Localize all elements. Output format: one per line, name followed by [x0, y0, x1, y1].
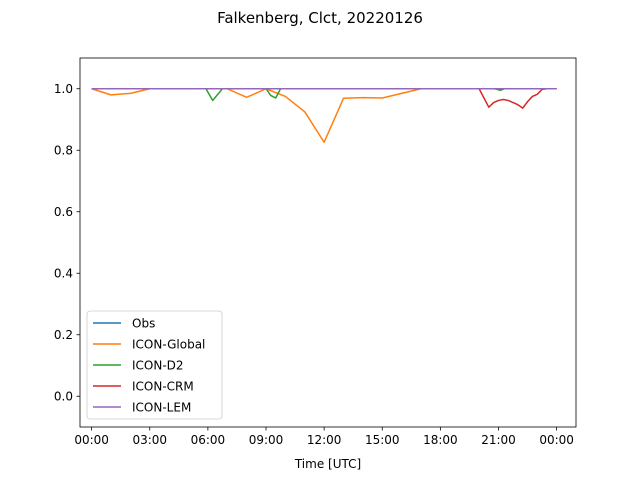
x-tick-label: 06:00	[191, 433, 226, 447]
y-tick-label: 0.8	[54, 144, 73, 158]
legend-label: ICON-LEM	[132, 401, 191, 415]
x-tick-label: 15:00	[365, 433, 400, 447]
series-line-2	[91, 88, 557, 102]
y-tick-label: 0.6	[54, 205, 73, 219]
axes: 00:00 03:00 06:00 09:00 12:00 15:00 18:00 21:00…	[54, 57, 577, 447]
y-tick-label: 0.2	[54, 328, 73, 342]
chart-title: Falkenberg, Clct, 20220126	[217, 9, 423, 27]
x-tick-label: 00:00	[539, 433, 574, 447]
x-tick-label: 12:00	[307, 433, 342, 447]
plot-area	[91, 88, 557, 144]
legend-label: ICON-D2	[132, 359, 184, 373]
x-tick-label: 21:00	[481, 433, 516, 447]
x-axis-label: Time [UTC]	[294, 457, 361, 471]
legend: Obs ICON-Global ICON-D2 ICON-CRM ICON-LEM	[86, 310, 223, 420]
x-tick-label: 03:00	[132, 433, 167, 447]
x-tick-label: 18:00	[423, 433, 458, 447]
y-tick-label: 0.0	[54, 390, 73, 404]
axes-frame	[79, 57, 577, 428]
x-tick-label: 00:00	[74, 433, 109, 447]
x-tick-label: 09:00	[249, 433, 284, 447]
legend-label: ICON-CRM	[132, 380, 194, 394]
legend-box	[86, 310, 223, 420]
y-tick-label: 0.4	[54, 267, 73, 281]
legend-label: Obs	[132, 317, 155, 331]
legend-label: ICON-Global	[132, 338, 205, 352]
y-tick-label: 1.0	[54, 82, 73, 96]
